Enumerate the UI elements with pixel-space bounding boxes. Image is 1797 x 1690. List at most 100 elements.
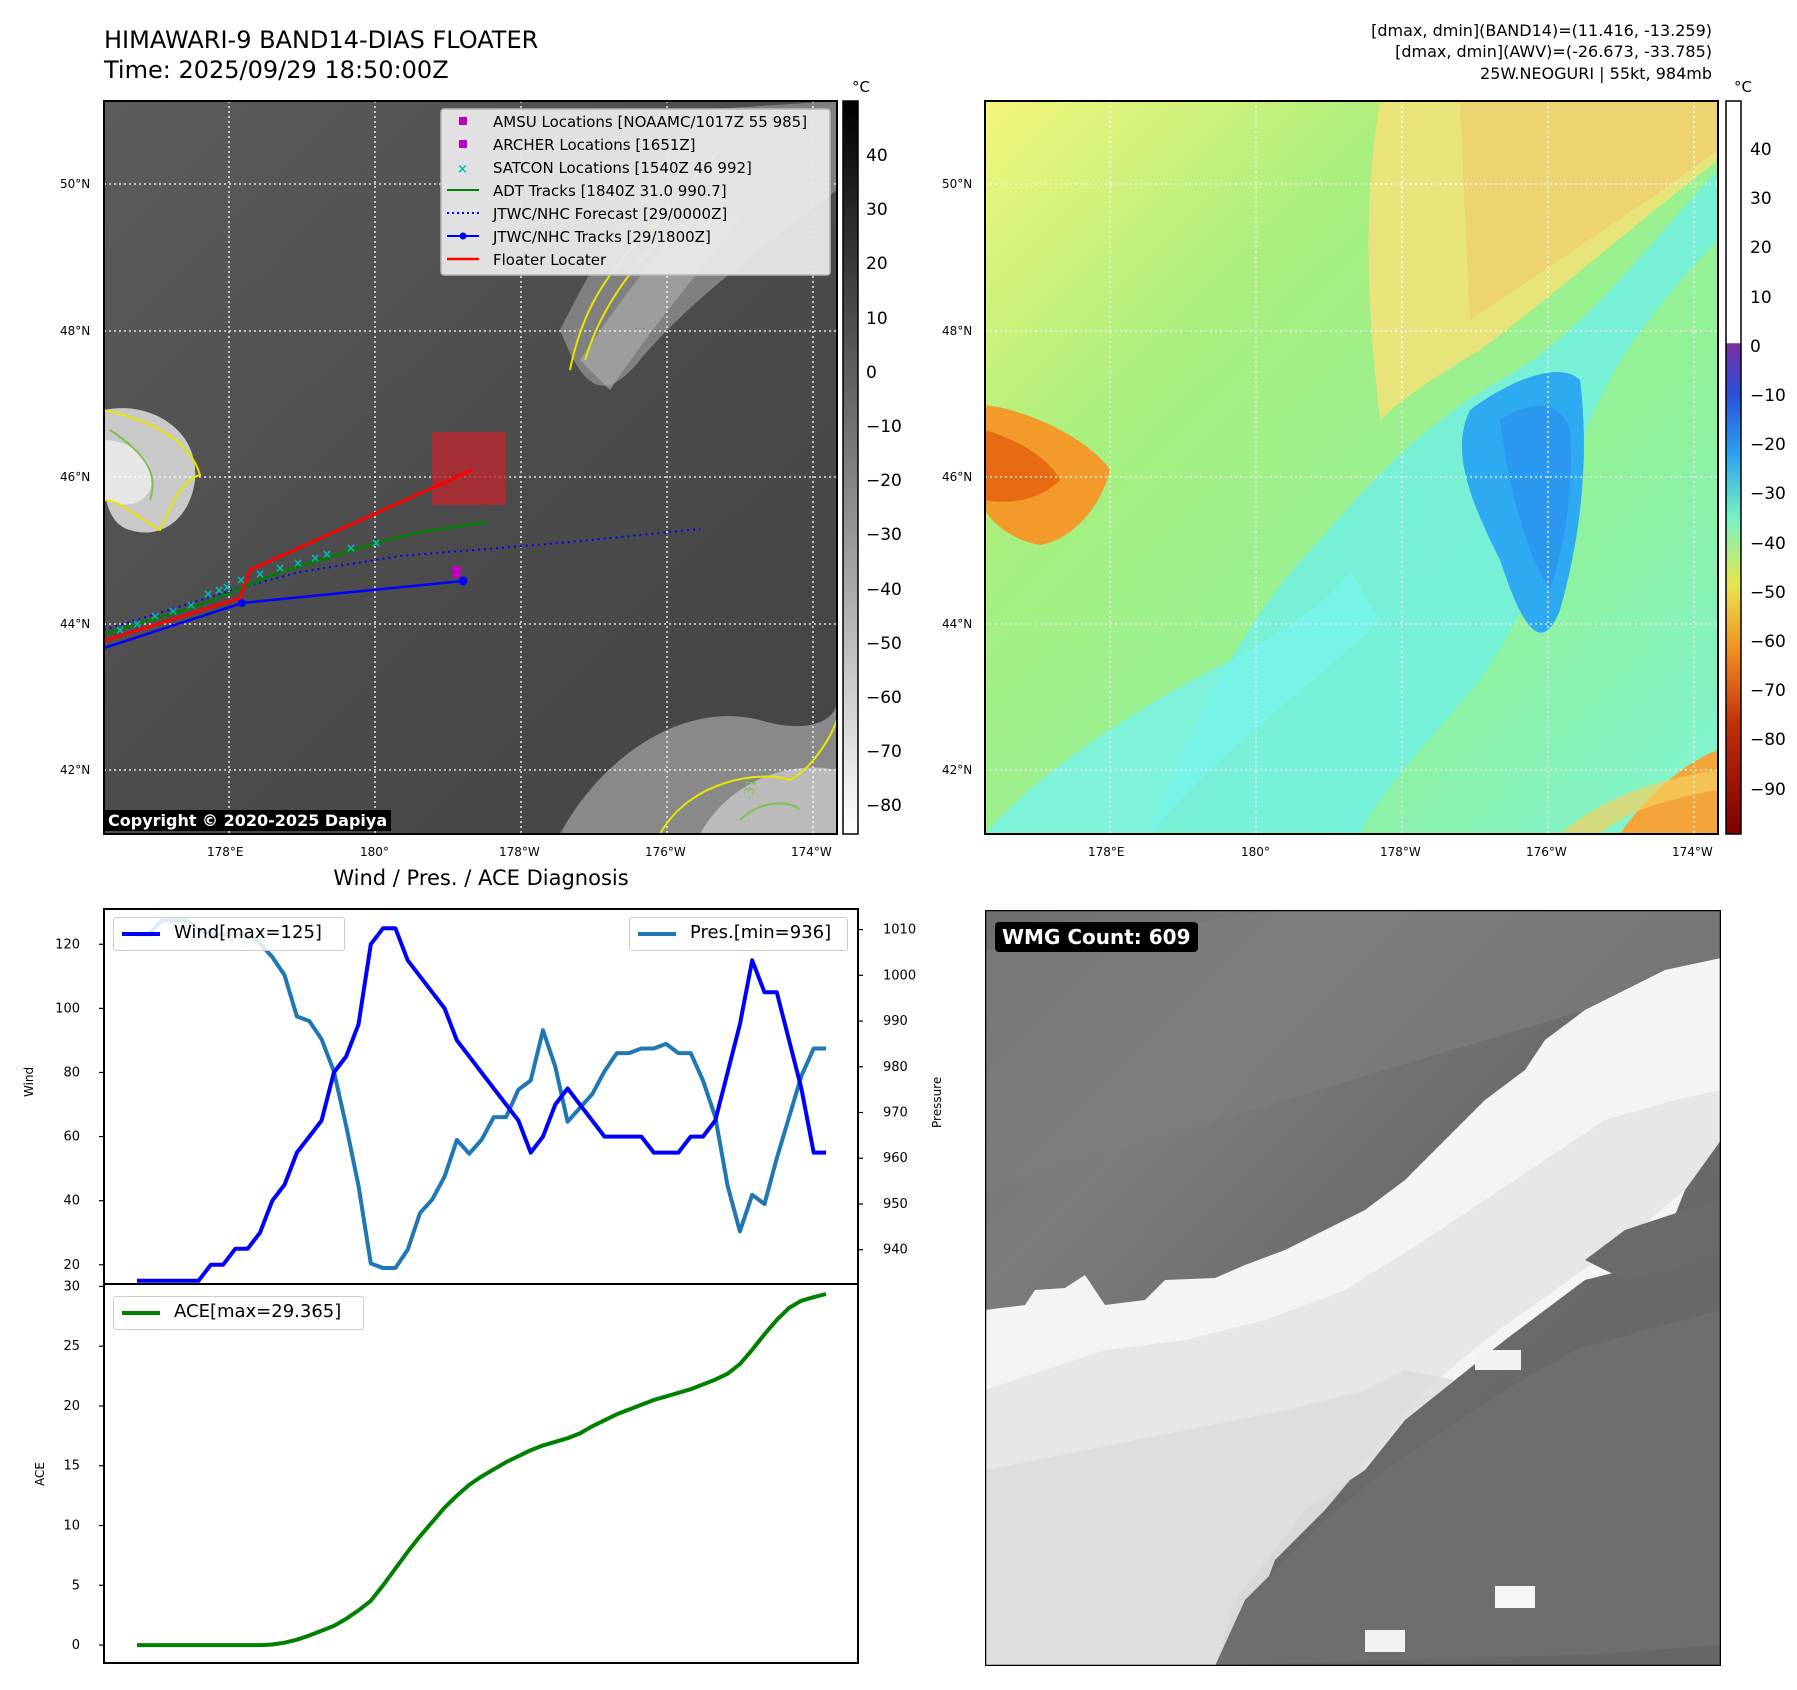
pressure-legend-label: Pres.[min=936] — [690, 922, 832, 943]
ir-colorbar-tick: 30 — [866, 200, 888, 221]
dmax-band14: [dmax, dmin](BAND14)=(11.416, -13.259) — [1371, 21, 1712, 40]
svg-text:×: × — [293, 556, 303, 570]
floater-locater-line — [104, 468, 473, 643]
wind-tick-label: 80 — [63, 1065, 80, 1080]
svg-text:×: × — [214, 583, 224, 597]
wv-colorbar-tick: −20 — [1750, 435, 1786, 456]
ir-lat-label: 50°N — [60, 177, 91, 191]
pressure-tick-label: 980 — [883, 1060, 908, 1075]
svg-text:×: × — [186, 598, 196, 612]
ir-lat-label: 42°N — [60, 763, 91, 777]
ace-legend-label: ACE[max=29.365] — [174, 1301, 342, 1322]
ir-colorbar-tick: −40 — [866, 579, 902, 600]
wv-colorbar-tick: −40 — [1750, 533, 1786, 554]
ir-lon-label: 178°E — [207, 845, 244, 859]
wv-map-panel — [984, 100, 1742, 835]
wind-tick-label: 120 — [55, 937, 80, 952]
wv-lon-label: 178°E — [1088, 845, 1125, 859]
dmax-awv: [dmax, dmin](AWV)=(-26.673, -33.785) — [1395, 42, 1712, 61]
wind-tick-label: 40 — [63, 1194, 80, 1209]
ace-tick-label: 20 — [63, 1399, 80, 1414]
ir-colorbar — [842, 100, 859, 835]
ace-axes — [103, 1283, 859, 1664]
ir-colorbar-tick: −20 — [866, 471, 902, 492]
ace-legend: ACE[max=29.365] — [113, 1296, 364, 1330]
ir-lon-label: 178°W — [499, 845, 540, 859]
pressure-tick-label: 990 — [883, 1014, 908, 1029]
wv-lat-label: 42°N — [942, 763, 973, 777]
wv-colorbar-tick: −70 — [1750, 681, 1786, 702]
ir-lon-label: 174°W — [791, 845, 832, 859]
wv-lon-label: 178°W — [1380, 845, 1421, 859]
adt-track-line — [104, 520, 488, 636]
floater-box — [432, 432, 506, 505]
wind-tick-label: 100 — [55, 1001, 80, 1016]
ir-lat-label: 44°N — [60, 617, 91, 631]
legend-amsu: AMSU Locations [NOAAMC/1017Z 55 985] — [493, 113, 808, 131]
ir-colorbar-tick: −50 — [866, 633, 902, 654]
copyright-label: Copyright © 2020-2025 Dapiya — [104, 810, 392, 831]
ir-colorbar-tick: 0 — [866, 362, 877, 383]
pressure-tick-label: 970 — [883, 1106, 908, 1121]
ir-legend: × — [440, 108, 831, 276]
wmg-count-badge: WMG Count: 609 — [995, 922, 1198, 952]
legend-archer: ARCHER Locations [1651Z] — [493, 136, 696, 154]
wv-colorbar-tick: −30 — [1750, 484, 1786, 505]
storm-info: 25W.NEOGURI | 55kt, 984mb — [1480, 64, 1712, 83]
amsu-marker — [452, 566, 461, 575]
wv-colorbar-tick: 40 — [1750, 140, 1772, 160]
svg-text:×: × — [275, 561, 285, 575]
ace-tick-label: 10 — [63, 1519, 80, 1534]
svg-text:×: × — [346, 541, 356, 555]
wv-colorbar-tick: −60 — [1750, 632, 1786, 652]
svg-text:×: × — [255, 567, 265, 581]
ir-colorbar-tick: 40 — [866, 146, 888, 166]
legend-satcon: SATCON Locations [1540Z 46 992] — [493, 159, 752, 177]
pressure-tick-label: 1010 — [883, 923, 916, 938]
ir-colorbar-unit: °C — [852, 78, 870, 96]
legend-jtwc-tracks: JTWC/NHC Tracks [29/1800Z] — [493, 228, 711, 246]
wv-lon-label: 176°W — [1526, 845, 1567, 859]
ace-tick-label: 25 — [63, 1339, 80, 1354]
wind-pressure-axes — [103, 908, 859, 1285]
ace-tick-label: 0 — [72, 1638, 80, 1653]
wv-lat-label: 50°N — [942, 177, 973, 191]
diagnosis-title: Wind / Pres. / ACE Diagnosis — [333, 866, 629, 890]
svg-text:×: × — [310, 551, 320, 565]
wind-tick-label: 60 — [63, 1130, 80, 1145]
ir-map-panel: × ×× × ×× ×× × × × × × × × × × — [103, 100, 859, 835]
wv-lon-label: 174°W — [1672, 845, 1713, 859]
svg-text:×: × — [115, 623, 125, 637]
wv-colorbar-tick: 10 — [1750, 287, 1772, 308]
pressure-tick-label: 960 — [883, 1151, 908, 1166]
legend-jtwc-forecast: JTWC/NHC Forecast [29/0000Z] — [493, 205, 728, 223]
ace-tick-label: 30 — [63, 1279, 80, 1294]
wind-legend-label: Wind[max=125] — [174, 922, 322, 943]
ir-colorbar-tick: −30 — [866, 525, 902, 546]
ace-series-line — [137, 1292, 827, 1648]
satcon-markers: × ×× × ×× ×× × × × × × × × × — [115, 536, 381, 637]
ir-colorbar-tick: −60 — [866, 688, 902, 708]
wv-colorbar-tick: −90 — [1750, 779, 1786, 800]
legend-floater: Floater Locater — [493, 251, 607, 269]
ir-colorbar-tick: −70 — [866, 742, 902, 763]
wind-tick-label: 20 — [63, 1258, 80, 1273]
ir-lat-label: 46°N — [60, 470, 91, 484]
wv-colorbar-tick: 20 — [1750, 238, 1772, 259]
ir-colorbar-tick: −10 — [866, 417, 902, 437]
pressure-axis-label: Pressure — [930, 1076, 944, 1128]
wmg-panel — [985, 910, 1721, 1666]
svg-text:×: × — [222, 580, 232, 594]
wind-series-line — [137, 926, 826, 1283]
wv-colorbar-tick: 0 — [1750, 336, 1761, 357]
wv-colorbar-unit: °C — [1734, 78, 1752, 96]
archer-marker — [453, 571, 460, 578]
wv-lat-label: 48°N — [942, 324, 973, 338]
ir-lat-label: 48°N — [60, 324, 91, 338]
wv-colorbar — [1725, 100, 1742, 835]
ir-colorbar-tick: −80 — [866, 796, 902, 817]
wv-colorbar-tick: −50 — [1750, 582, 1786, 603]
svg-text:×: × — [236, 573, 246, 587]
svg-text:×: × — [168, 604, 178, 618]
ace-tick-label: 5 — [72, 1578, 80, 1593]
